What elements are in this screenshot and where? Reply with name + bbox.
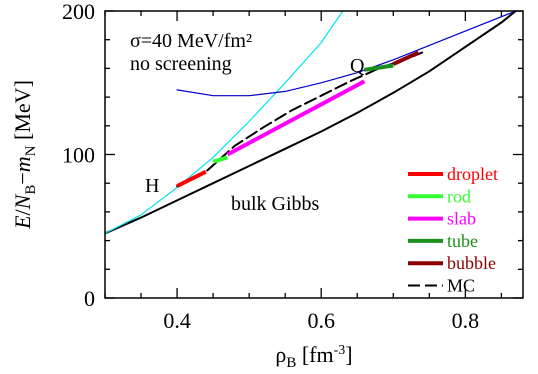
series-bubble-line [392,50,420,66]
point-h-label: H [145,175,159,197]
y-tick-label: 200 [62,0,95,24]
series-rod-line [212,155,229,164]
series-droplet-line [176,169,207,188]
legend-mc-label: MC [447,276,475,296]
series-tube-line [364,63,394,72]
y-tick-label: 0 [84,286,95,311]
bulk-gibbs-label: bulk Gibbs [231,193,320,215]
series-hadron-matter-line [105,11,344,234]
point-q-label: Q [350,55,365,77]
legend-bubble-label: bubble [447,253,496,273]
sigma-annotation: σ=40 MeV/fm² [130,30,252,52]
y-tick-label: 100 [62,143,95,168]
series-bulk-gibbs-line [105,11,517,235]
series-quark-matter-line [176,11,517,97]
x-axis-label: ρB [fm-3] [275,342,352,371]
y-axis-label: E/NB−mN [MeV] [10,80,39,230]
screening-annotation: no screening [130,53,232,75]
legend-rod-label: rod [447,186,471,206]
series-slab-line [226,79,366,157]
ticks-layer: 0.4 0.6 0.8 0 100 200 [62,0,523,333]
legend-droplet-label: droplet [447,164,498,184]
legend-slab-label: slab [447,209,476,229]
series-layer [105,11,517,235]
x-tick-label: 0.6 [307,308,335,333]
legend-tube-label: tube [447,231,478,251]
x-tick-label: 0.4 [163,308,191,333]
x-tick-label: 0.8 [452,308,480,333]
